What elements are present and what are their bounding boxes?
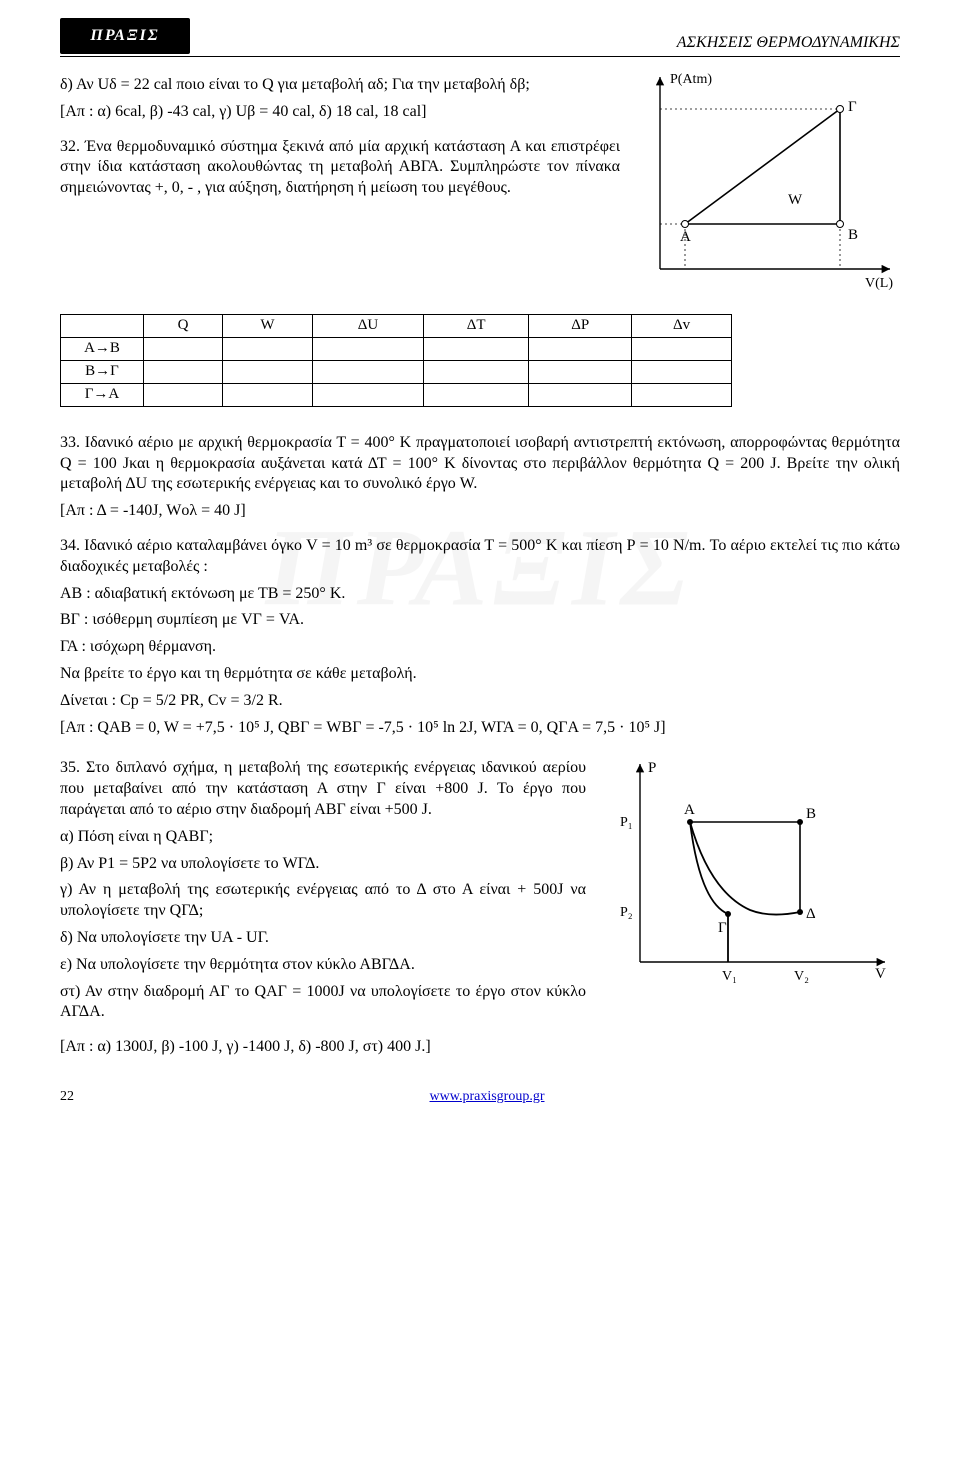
svg-text:B: B (848, 227, 858, 243)
page-footer: 22 www.praxisgroup.gr (60, 1088, 900, 1106)
q35f: ε) Να υπολογίσετε την θερμότητα στον κύκ… (60, 955, 586, 976)
q33-answer: [Απ : Δ = -140J, Wολ = 40 J] (60, 501, 900, 522)
svg-text:Α: Α (684, 802, 695, 818)
q34-answer: [Απ : QAB = 0, W = +7,5 · 10⁵ J, QΒΓ = W… (60, 718, 900, 739)
svg-text:P₁: P₁ (620, 815, 633, 830)
q35a: 35. Στο διπλανό σχήμα, η μεταβολή της εσ… (60, 758, 586, 820)
q35g: στ) Αν στην διαδρομή ΑΓ το QΑΓ = 1000J ν… (60, 982, 586, 1024)
svg-text:V₁: V₁ (722, 969, 737, 984)
q31-answer: [Απ : α) 6cal, β) -43 cal, γ) Uβ = 40 ca… (60, 102, 620, 123)
q33: 33. Ιδανικό αέριο με αρχική θερμοκρασία … (60, 433, 900, 495)
header-title: ΑΣΚΗΣΕΙΣ ΘΕΡΜΟΔΥΝΑΜΙΚΗΣ (677, 33, 900, 54)
svg-text:Γ: Γ (848, 99, 857, 115)
page-number: 22 (60, 1088, 74, 1106)
footer-link[interactable]: www.praxisgroup.gr (430, 1088, 545, 1106)
q35-answer: [Απ : α) 1300J, β) -100 J, γ) -1400 J, δ… (60, 1037, 900, 1058)
graph-35: P V P₁ P₂ V₁ V₂ Α Β Γ Δ (600, 752, 900, 1029)
q34b: ΑΒ : αδιαβατική εκτόνωση με ΤΒ = 250° Κ. (60, 584, 900, 605)
q31d: δ) Αν Uδ = 22 cal ποιο είναι το Q για με… (60, 75, 620, 96)
page-header: ΠΡΑΞΙΣ ΑΣΚΗΣΕΙΣ ΘΕΡΜΟΔΥΝΑΜΙΚΗΣ (60, 18, 900, 57)
q34a: 34. Ιδανικό αέριο καταλαμβάνει όγκο V = … (60, 536, 900, 578)
q35e: δ) Να υπολογίσετε την UA - UΓ. (60, 928, 586, 949)
q32: 32. Ένα θερμοδυναμικό σύστημα ξεκινά από… (60, 137, 620, 199)
svg-text:P(Atm): P(Atm) (670, 72, 712, 87)
svg-text:Β: Β (806, 806, 816, 822)
graph-32: P(Atm) V(L) A B Γ W (630, 69, 900, 306)
svg-text:P₂: P₂ (620, 905, 633, 920)
svg-text:A: A (680, 229, 691, 245)
svg-text:V: V (875, 966, 886, 982)
svg-text:W: W (788, 192, 803, 208)
table-32: QWΔU ΔTΔPΔv Α→Β Β→Γ Γ→Α (60, 314, 732, 407)
q34f: Δίνεται : Cp = 5/2 PR, Cv = 3/2 R. (60, 691, 900, 712)
svg-text:V₂: V₂ (794, 969, 809, 984)
svg-text:V(L): V(L) (865, 276, 893, 291)
logo: ΠΡΑΞΙΣ (60, 18, 190, 54)
svg-text:Δ: Δ (806, 906, 816, 922)
q35d: γ) Αν η μεταβολή της εσωτερικής ενέργεια… (60, 880, 586, 922)
q35c: β) Αν Ρ1 = 5Ρ2 να υπολογίσετε το WΓΔ. (60, 854, 586, 875)
q34d: ΓΑ : ισόχωρη θέρμανση. (60, 637, 900, 658)
q35b: α) Πόση είναι η QABΓ; (60, 827, 586, 848)
svg-text:P: P (648, 760, 656, 776)
q34e: Να βρείτε το έργο και τη θερμότητα σε κά… (60, 664, 900, 685)
svg-text:Γ: Γ (718, 920, 727, 936)
q34c: ΒΓ : ισόθερμη συμπίεση με VΓ = VA. (60, 610, 900, 631)
